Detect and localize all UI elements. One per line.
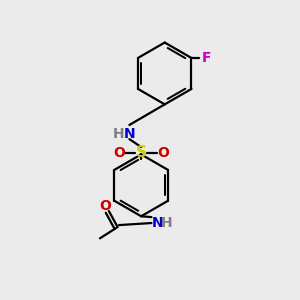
Text: N: N — [124, 127, 135, 141]
Text: O: O — [113, 146, 125, 160]
Text: O: O — [157, 146, 169, 160]
Text: O: O — [99, 199, 111, 213]
Text: H: H — [161, 216, 172, 230]
Text: N: N — [152, 216, 163, 230]
Text: H: H — [112, 127, 124, 141]
Text: F: F — [202, 51, 211, 65]
Text: S: S — [136, 146, 147, 160]
